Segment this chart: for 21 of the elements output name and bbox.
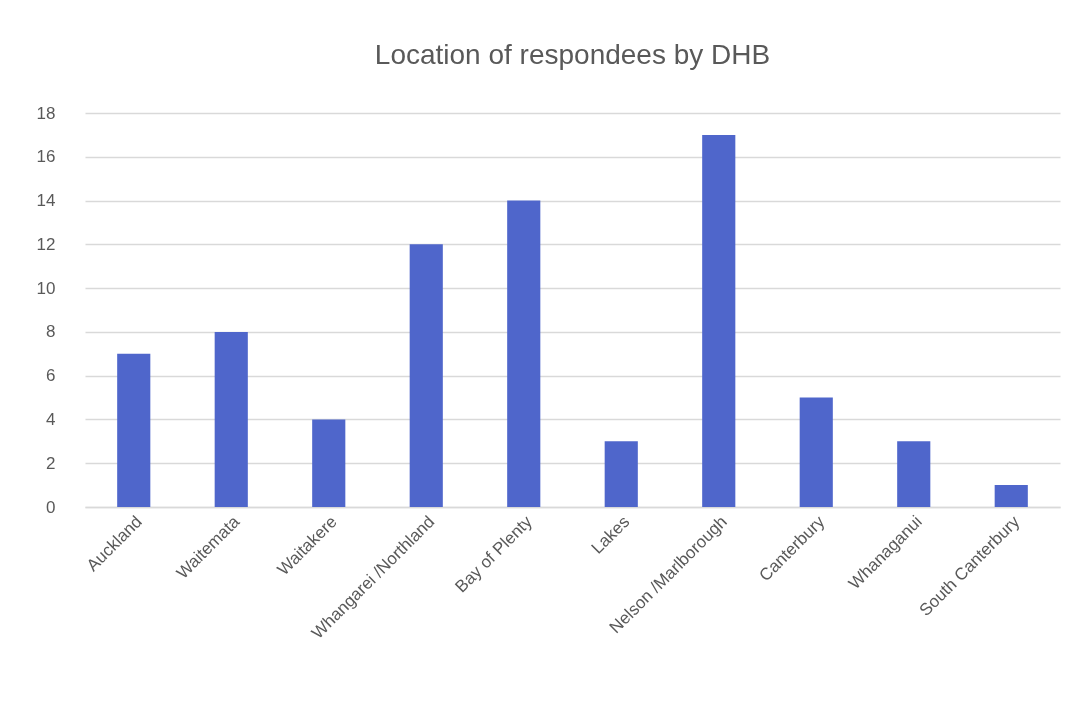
y-tick-label: 10 (36, 278, 56, 298)
y-tick-label: 6 (46, 366, 56, 386)
bar (507, 200, 541, 507)
y-tick-label: 0 (46, 497, 56, 517)
bar (312, 419, 346, 507)
y-tick-label: 16 (36, 147, 56, 167)
bar (604, 441, 638, 507)
bar (702, 134, 736, 507)
y-tick-label: 18 (36, 103, 56, 123)
y-tick-label: 2 (46, 453, 56, 473)
chart-title: Location of respondees by DHB (374, 39, 771, 70)
bar (994, 485, 1028, 507)
y-tick-label: 12 (36, 234, 56, 254)
y-tick-label: 4 (46, 409, 56, 429)
bar (897, 441, 931, 507)
bar (117, 353, 151, 507)
bar (799, 397, 833, 507)
bar (214, 331, 248, 507)
y-tick-label: 8 (46, 322, 56, 342)
y-tick-label: 14 (36, 191, 56, 211)
bar (409, 244, 443, 507)
